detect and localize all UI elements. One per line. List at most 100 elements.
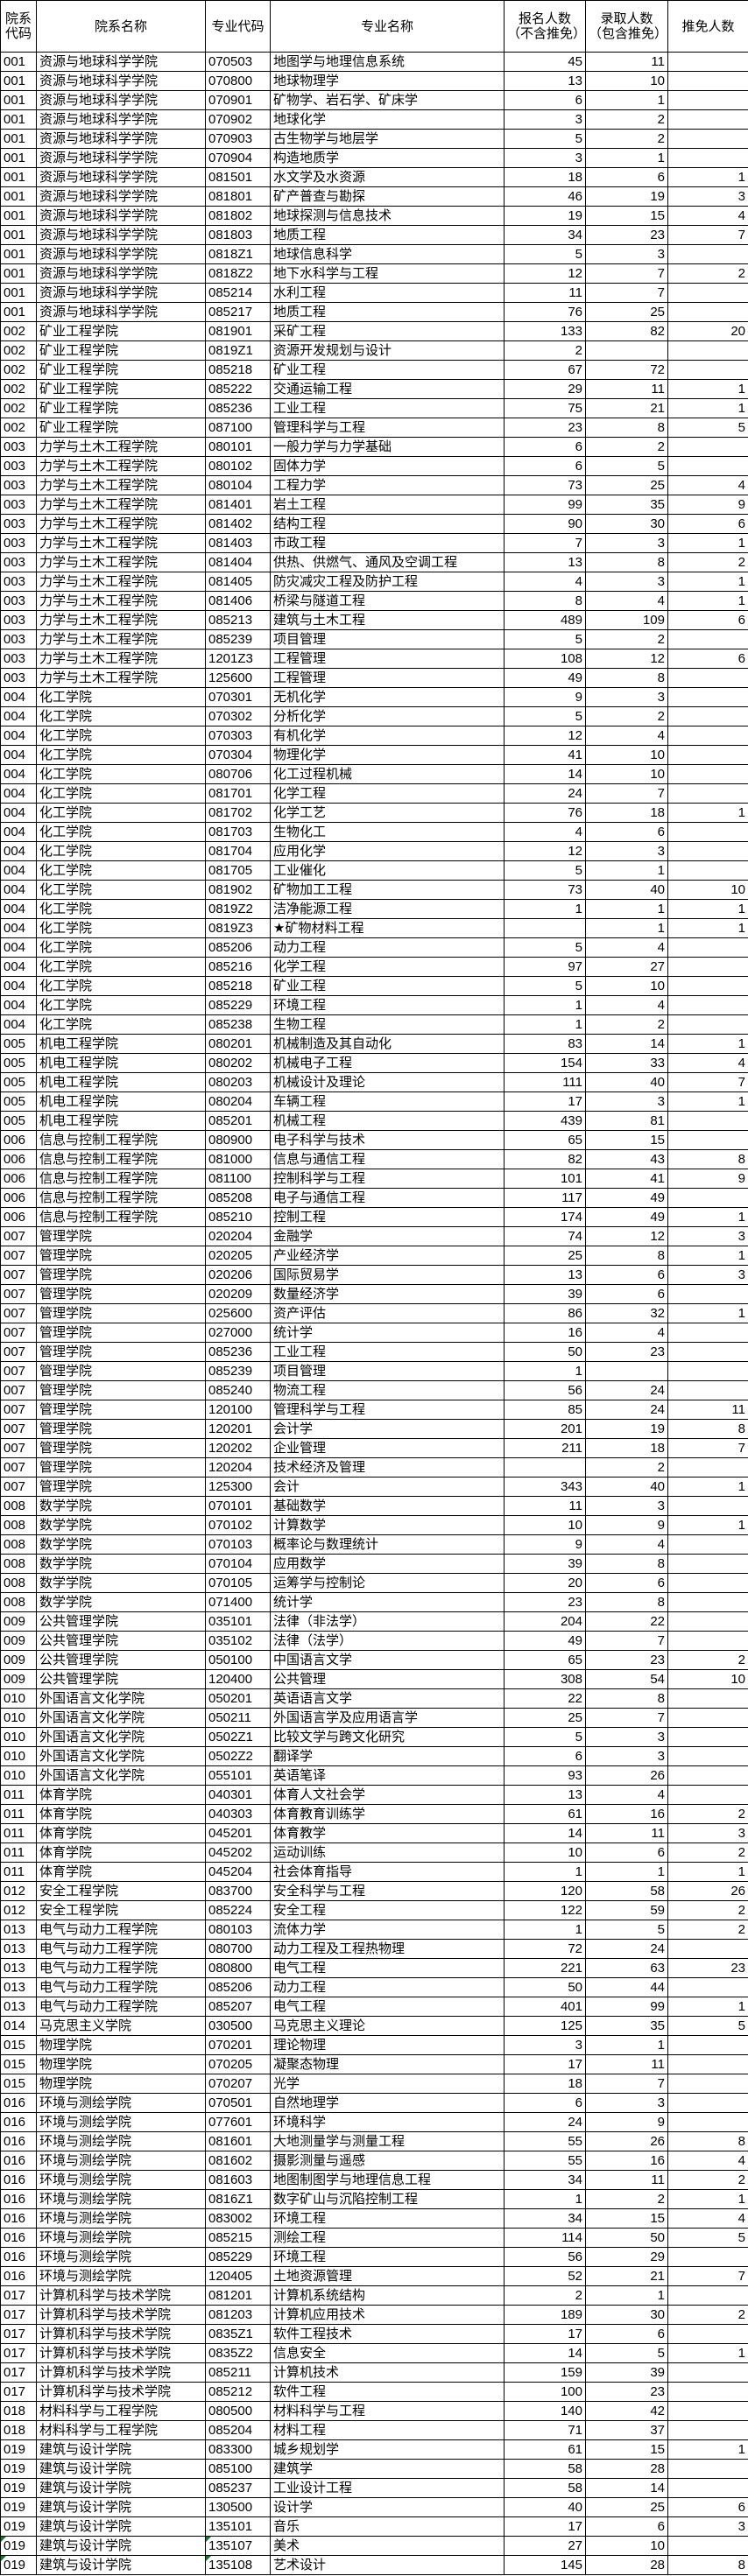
- table-row: 010 外国语言文化学院 050211 外国语言学及应用语言学 25 7: [0, 1708, 748, 1728]
- cell-dept-name: 计算机科学与技术学院: [36, 2305, 206, 2325]
- cell-dept-name: 管理学院: [36, 1323, 206, 1343]
- cell-dept-name: 电气与动力工程学院: [36, 1958, 206, 1978]
- cell-applicants: 11: [504, 1496, 586, 1516]
- cell-exempt: [667, 1457, 748, 1478]
- cell-dept-code: 015: [0, 2035, 37, 2055]
- cell-admitted: 18: [585, 803, 668, 823]
- cell-admitted: 49: [585, 1207, 668, 1227]
- cell-dept-name: 电气与动力工程学院: [36, 1939, 206, 1959]
- cell-major-name: 市政工程: [270, 533, 505, 553]
- cell-applicants: 76: [504, 302, 586, 322]
- cell-major-name: 环境工程: [270, 995, 505, 1015]
- cell-applicants: 83: [504, 1034, 586, 1054]
- table-row: 004 化工学院 070303 有机化学 12 4: [0, 726, 748, 746]
- cell-dept-code: 009: [0, 1650, 37, 1670]
- table-row: 011 体育学院 040301 体育人文社会学 13 4: [0, 1785, 748, 1805]
- cell-major-name: 防灾减灾工程及防护工程: [270, 572, 505, 592]
- table-row: 004 化工学院 081902 矿物加工工程 73 40 10: [0, 880, 748, 900]
- cell-major-name: 材料科学与工程: [270, 2401, 505, 2421]
- cell-admitted: 15: [585, 1130, 668, 1150]
- cell-exempt: 1: [667, 1997, 748, 2017]
- cell-dept-code: 006: [0, 1149, 37, 1169]
- cell-applicants: 5: [504, 129, 586, 149]
- cell-admitted: 21: [585, 2266, 668, 2286]
- cell-major-name: 资源开发规划与设计: [270, 340, 505, 361]
- cell-applicants: 11: [504, 283, 586, 303]
- cell-applicants: 133: [504, 321, 586, 341]
- cell-major-code: 081701: [205, 783, 271, 804]
- table-row: 008 数学学院 070101 基础数学 11 3: [0, 1496, 748, 1516]
- cell-major-name: 工业催化: [270, 860, 505, 881]
- cell-exempt: 5: [667, 2016, 748, 2036]
- cell-applicants: 8: [504, 591, 586, 611]
- table-row: 006 信息与控制工程学院 080900 电子科学与技术 65 15: [0, 1130, 748, 1150]
- cell-major-code: 080103: [205, 1920, 271, 1940]
- cell-major-code: 135107: [205, 2536, 271, 2556]
- cell-dept-code: 013: [0, 1920, 37, 1940]
- cell-major-code: 085206: [205, 1977, 271, 1997]
- cell-exempt: 11: [667, 1400, 748, 1420]
- table-row: 019 建筑与设计学院 083300 城乡规划学 61 15 1: [0, 2439, 748, 2460]
- cell-admitted: 6: [585, 2324, 668, 2344]
- cell-exempt: [667, 283, 748, 303]
- cell-dept-name: 体育学院: [36, 1804, 206, 1824]
- cell-exempt: 1: [667, 1034, 748, 1054]
- cell-dept-code: 019: [0, 2497, 37, 2517]
- cell-applicants: 6: [504, 456, 586, 476]
- cell-dept-name: 矿业工程学院: [36, 379, 206, 399]
- cell-admitted: 15: [585, 206, 668, 226]
- table-row: 010 外国语言文化学院 0502Z1 比较文学与跨文化研究 5 3: [0, 1727, 748, 1747]
- cell-admitted: 8: [585, 1554, 668, 1574]
- cell-admitted: 9: [585, 2112, 668, 2132]
- table-row: 006 信息与控制工程学院 081000 信息与通信工程 82 43 8: [0, 1149, 748, 1169]
- header-dept-name: 院系名称: [36, 0, 206, 53]
- cell-major-code: 085208: [205, 1188, 271, 1208]
- cell-exempt: 1: [667, 167, 748, 187]
- cell-dept-code: 001: [0, 71, 37, 91]
- cell-major-name: 计算机系统结构: [270, 2285, 505, 2306]
- cell-admitted: 19: [585, 186, 668, 207]
- cell-admitted: 5: [585, 456, 668, 476]
- cell-dept-code: 014: [0, 2016, 37, 2036]
- cell-dept-code: 015: [0, 2074, 37, 2094]
- cell-dept-code: 008: [0, 1534, 37, 1555]
- cell-major-name: 体育人文社会学: [270, 1785, 505, 1805]
- cell-dept-name: 材料科学与工程学院: [36, 2401, 206, 2421]
- cell-major-code: 070207: [205, 2074, 271, 2094]
- cell-applicants: 489: [504, 610, 586, 630]
- cell-dept-code: 003: [0, 629, 37, 649]
- cell-major-code: 050100: [205, 1650, 271, 1670]
- cell-applicants: 52: [504, 2266, 586, 2286]
- cell-dept-code: 003: [0, 649, 37, 669]
- cell-dept-code: 007: [0, 1477, 37, 1497]
- cell-exempt: 2: [667, 1843, 748, 1863]
- cell-major-code: 080700: [205, 1939, 271, 1959]
- cell-dept-name: 建筑与设计学院: [36, 2497, 206, 2517]
- cell-major-name: 动力工程及工程热物理: [270, 1939, 505, 1959]
- table-row: 016 环境与测绘学院 070501 自然地理学 6 3: [0, 2093, 748, 2113]
- cell-dept-name: 马克思主义学院: [36, 2016, 206, 2036]
- cell-major-name: 概率论与数理统计: [270, 1534, 505, 1555]
- cell-exempt: [667, 1534, 748, 1555]
- cell-admitted: 35: [585, 495, 668, 515]
- cell-major-code: 0819Z1: [205, 340, 271, 361]
- cell-applicants: 5: [504, 244, 586, 264]
- cell-admitted: 32: [585, 1303, 668, 1323]
- cell-major-name: 动力工程: [270, 937, 505, 958]
- cell-major-code: 120201: [205, 1419, 271, 1439]
- cell-exempt: [667, 1342, 748, 1362]
- cell-admitted: 11: [585, 1823, 668, 1843]
- table-row: 008 数学学院 070104 应用数学 39 8: [0, 1554, 748, 1574]
- cell-exempt: [667, 1188, 748, 1208]
- cell-dept-code: 004: [0, 783, 37, 804]
- table-header: 院系代码 院系名称 专业代码 专业名称 报名人数（不含推免） 录取人数（包含推免…: [0, 0, 748, 53]
- cell-dept-code: 009: [0, 1631, 37, 1651]
- cell-applicants: 1: [504, 1920, 586, 1940]
- cell-major-name: 比较文学与跨文化研究: [270, 1727, 505, 1747]
- table-row: 001 资源与地球科学学院 070903 古生物学与地层学 5 2: [0, 129, 748, 149]
- table-row: 003 力学与土木工程学院 085213 建筑与土木工程 489 109 6: [0, 610, 748, 630]
- table-row: 013 电气与动力工程学院 085207 电气工程 401 99 1: [0, 1997, 748, 2017]
- cell-exempt: [667, 1554, 748, 1574]
- cell-dept-code: 001: [0, 244, 37, 264]
- cell-dept-code: 001: [0, 186, 37, 207]
